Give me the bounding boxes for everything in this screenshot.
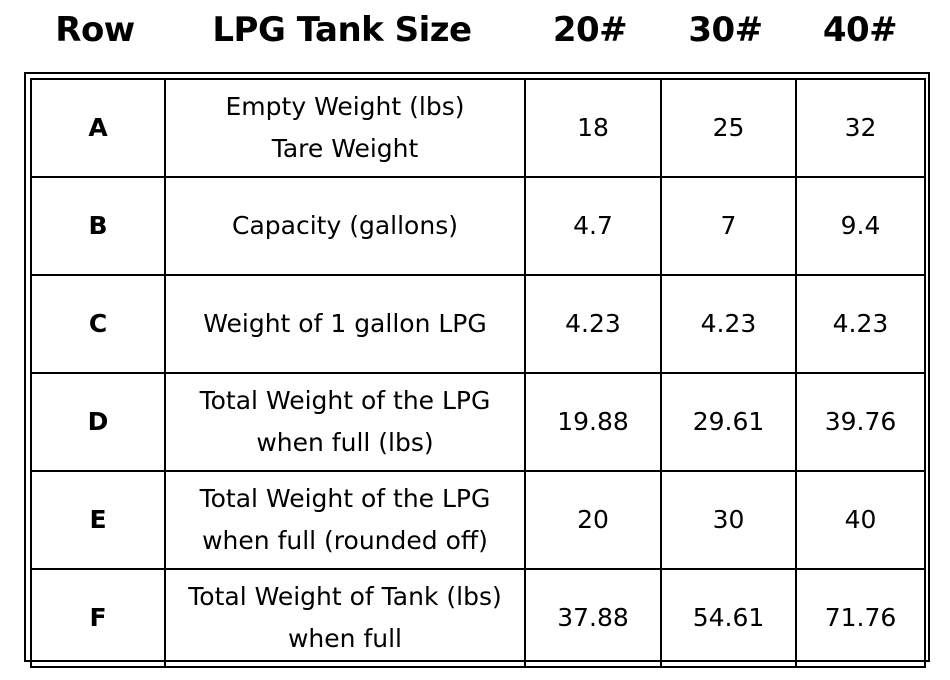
value-cell: 54.61 [660,568,797,668]
row-description-line: Total Weight of the LPG [199,484,491,513]
table-row: D Total Weight of the LPG when full (lbs… [30,372,926,472]
row-description-line: when full (rounded off) [202,526,488,555]
row-id: A [30,78,166,178]
table-row: F Total Weight of Tank (lbs) when full 3… [30,568,926,668]
header-row-label: Row [55,10,135,50]
row-description-line: when full (lbs) [256,428,434,457]
row-description: Empty Weight (lbs) Tare Weight [164,78,526,178]
value-cell: 4.23 [524,274,662,374]
value-cell: 30 [660,470,797,570]
row-description: Capacity (gallons) [164,176,526,276]
row-description: Total Weight of Tank (lbs) when full [164,568,526,668]
row-description-line: when full [287,624,402,653]
value-cell: 29.61 [660,372,797,472]
header-size-30: 30# [688,10,763,50]
value-cell: 4.23 [795,274,926,374]
value-cell: 9.4 [795,176,926,276]
value-cell: 40 [795,470,926,570]
value-cell: 37.88 [524,568,662,668]
row-description-line: Tare Weight [271,134,419,163]
row-id: C [30,274,166,374]
row-description-line: Empty Weight (lbs) [225,92,465,121]
value-cell: 71.76 [795,568,926,668]
row-description: Weight of 1 gallon LPG [164,274,526,374]
value-cell: 20 [524,470,662,570]
value-cell: 32 [795,78,926,178]
header-size-40: 40# [822,10,898,50]
value-cell: 18 [524,78,662,178]
row-id: D [30,372,166,472]
value-cell: 19.88 [524,372,662,472]
row-id: F [30,568,166,668]
table-row: C Weight of 1 gallon LPG 4.23 4.23 4.23 [30,274,926,374]
row-description-line: Total Weight of Tank (lbs) [188,582,502,611]
row-description: Total Weight of the LPG when full (round… [164,470,526,570]
value-cell: 7 [660,176,797,276]
row-id: E [30,470,166,570]
header-tank-size: LPG Tank Size [212,10,472,50]
row-description-line: Total Weight of the LPG [199,386,491,415]
header-size-20: 20# [552,10,628,50]
table-row: E Total Weight of the LPG when full (rou… [30,470,926,570]
value-cell: 4.23 [660,274,797,374]
lpg-table: A Empty Weight (lbs) Tare Weight 18 25 3… [30,78,926,668]
table-row: A Empty Weight (lbs) Tare Weight 18 25 3… [30,78,926,178]
value-cell: 39.76 [795,372,926,472]
lpg-table-frame: A Empty Weight (lbs) Tare Weight 18 25 3… [24,72,930,668]
value-cell: 25 [660,78,797,178]
table-header: Row LPG Tank Size 20# 30# 40# [0,0,950,62]
table-row: B Capacity (gallons) 4.7 7 9.4 [30,176,926,276]
row-id: B [30,176,166,276]
row-description: Total Weight of the LPG when full (lbs) [164,372,526,472]
value-cell: 4.7 [524,176,662,276]
